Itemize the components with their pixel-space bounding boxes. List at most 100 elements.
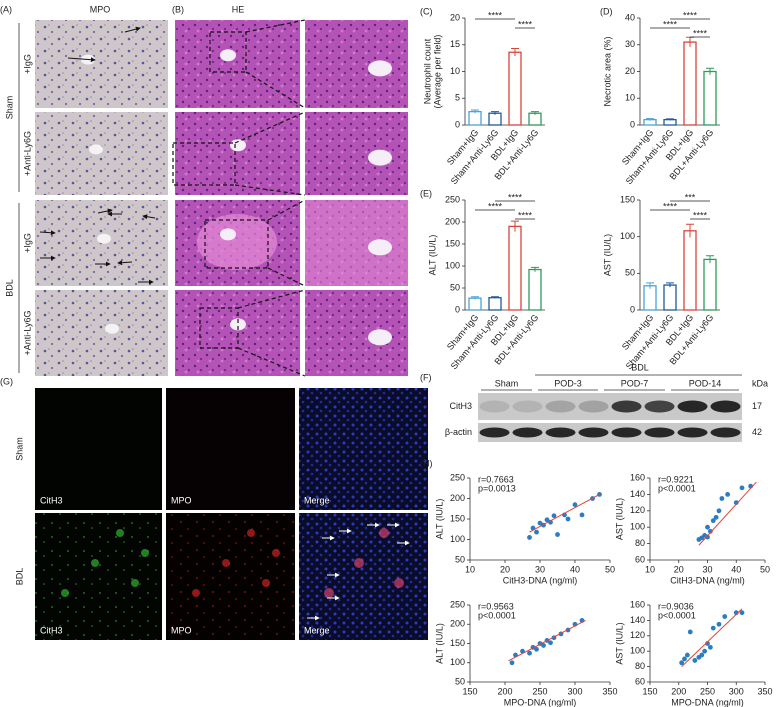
error-bar <box>511 47 519 56</box>
vessel <box>368 329 392 346</box>
panel-label: (F) <box>420 372 432 382</box>
channel-label: MPO <box>171 625 192 635</box>
stat-label: r=0.9563 <box>478 601 514 611</box>
vessel <box>230 139 246 152</box>
fluorescence-image <box>299 513 428 640</box>
y-tick-label: 5 <box>455 93 460 103</box>
group-label: Sham <box>4 96 14 120</box>
fluorescence-image <box>166 388 295 510</box>
bar <box>643 285 657 311</box>
point <box>705 641 710 646</box>
panel-title: HE <box>232 4 245 14</box>
x-tick-label: 300 <box>567 686 582 696</box>
x-tick-label: 150 <box>462 686 477 696</box>
point <box>716 621 722 627</box>
he-image <box>175 20 300 108</box>
error-bar <box>531 111 539 115</box>
point <box>537 520 543 526</box>
stat-label: p=0.0013 <box>478 483 516 493</box>
vessel <box>89 144 103 155</box>
blot-band <box>611 427 642 438</box>
panel-label: (E) <box>420 188 432 198</box>
necrosis-zoom <box>305 200 408 286</box>
blot-band <box>545 427 576 438</box>
zoom-box <box>199 307 239 349</box>
x-tick-label: 40 <box>731 564 741 574</box>
y-axis-label: (Average per field) <box>432 35 442 109</box>
fluor-spot <box>91 559 99 567</box>
zoom-box <box>209 31 247 73</box>
he-image <box>175 112 300 195</box>
point <box>679 660 685 666</box>
zoom-box <box>204 219 269 269</box>
row-label: +Anti-Ly6G <box>22 131 32 176</box>
x-tick-label: 350 <box>602 686 617 696</box>
vessel <box>220 49 236 62</box>
significance-label: **** <box>693 28 708 38</box>
panel-label: (D) <box>600 6 613 16</box>
stat-label: p<0.0001 <box>658 483 696 493</box>
y-tick-label: 15 <box>450 39 460 49</box>
point <box>684 652 690 658</box>
y-tick-label: 150 <box>450 513 465 523</box>
lane-label: Sham <box>495 378 519 388</box>
channel-label: MPO <box>171 495 192 505</box>
fit-line <box>529 493 600 533</box>
row-label: +IgG <box>22 233 32 253</box>
error-bar <box>686 223 694 238</box>
y-tick-label: 150 <box>620 194 635 204</box>
blot-band <box>545 400 576 413</box>
he-zoom-image <box>305 112 408 195</box>
y-axis-label: Neutrophil count <box>422 38 432 104</box>
fluor-spot <box>222 559 230 567</box>
vessel <box>220 228 236 241</box>
blot-row-label: β-actin <box>445 427 472 437</box>
blot-band <box>512 427 543 438</box>
stat-label: r=0.9036 <box>658 601 694 611</box>
x-axis-label: CitH3-DNA (ng/ml) <box>670 575 745 585</box>
error-bar <box>646 118 654 121</box>
blot-band <box>512 400 543 413</box>
x-tick-label: 150 <box>642 686 657 696</box>
blot-band <box>710 400 741 413</box>
y-tick-label: 0 <box>455 304 460 314</box>
vessel <box>368 149 392 166</box>
error-bar <box>531 266 539 272</box>
fluorescence-image <box>166 513 295 640</box>
y-tick-label: 80 <box>635 538 645 548</box>
point <box>572 502 578 508</box>
y-tick-label: 250 <box>450 599 465 609</box>
point <box>713 514 719 520</box>
x-tick-label: 30 <box>535 564 545 574</box>
y-axis-label: AST (IU/L) <box>614 498 624 540</box>
fit-line <box>698 481 757 546</box>
error-bar <box>706 255 714 264</box>
y-tick-label: 250 <box>450 472 465 482</box>
point <box>707 644 713 650</box>
arrow <box>117 260 133 266</box>
point <box>534 646 539 652</box>
point <box>733 610 739 616</box>
error-bar <box>491 111 499 115</box>
x-tick-label: 200 <box>671 686 686 696</box>
point <box>692 658 698 663</box>
x-tick-label: 20 <box>674 564 684 574</box>
merge-spot <box>324 588 334 598</box>
vessel <box>97 233 111 244</box>
y-axis-label: AST (IU/L) <box>614 622 624 664</box>
y-tick-label: 200 <box>450 493 465 503</box>
point <box>719 496 725 501</box>
stat-label: p<0.0001 <box>478 610 516 620</box>
blot-band <box>677 400 708 413</box>
y-tick-label: 200 <box>445 216 460 226</box>
x-tick-label: 200 <box>497 686 512 696</box>
stat-label: r=0.7663 <box>478 474 514 484</box>
y-tick-label: 60 <box>635 554 645 564</box>
fluorescence-image <box>35 388 162 510</box>
error-bar <box>491 296 499 299</box>
y-tick-label: 50 <box>625 268 635 278</box>
x-tick-label: 50 <box>605 564 615 574</box>
he-zoom-image <box>305 20 408 108</box>
error-bar <box>471 109 479 114</box>
